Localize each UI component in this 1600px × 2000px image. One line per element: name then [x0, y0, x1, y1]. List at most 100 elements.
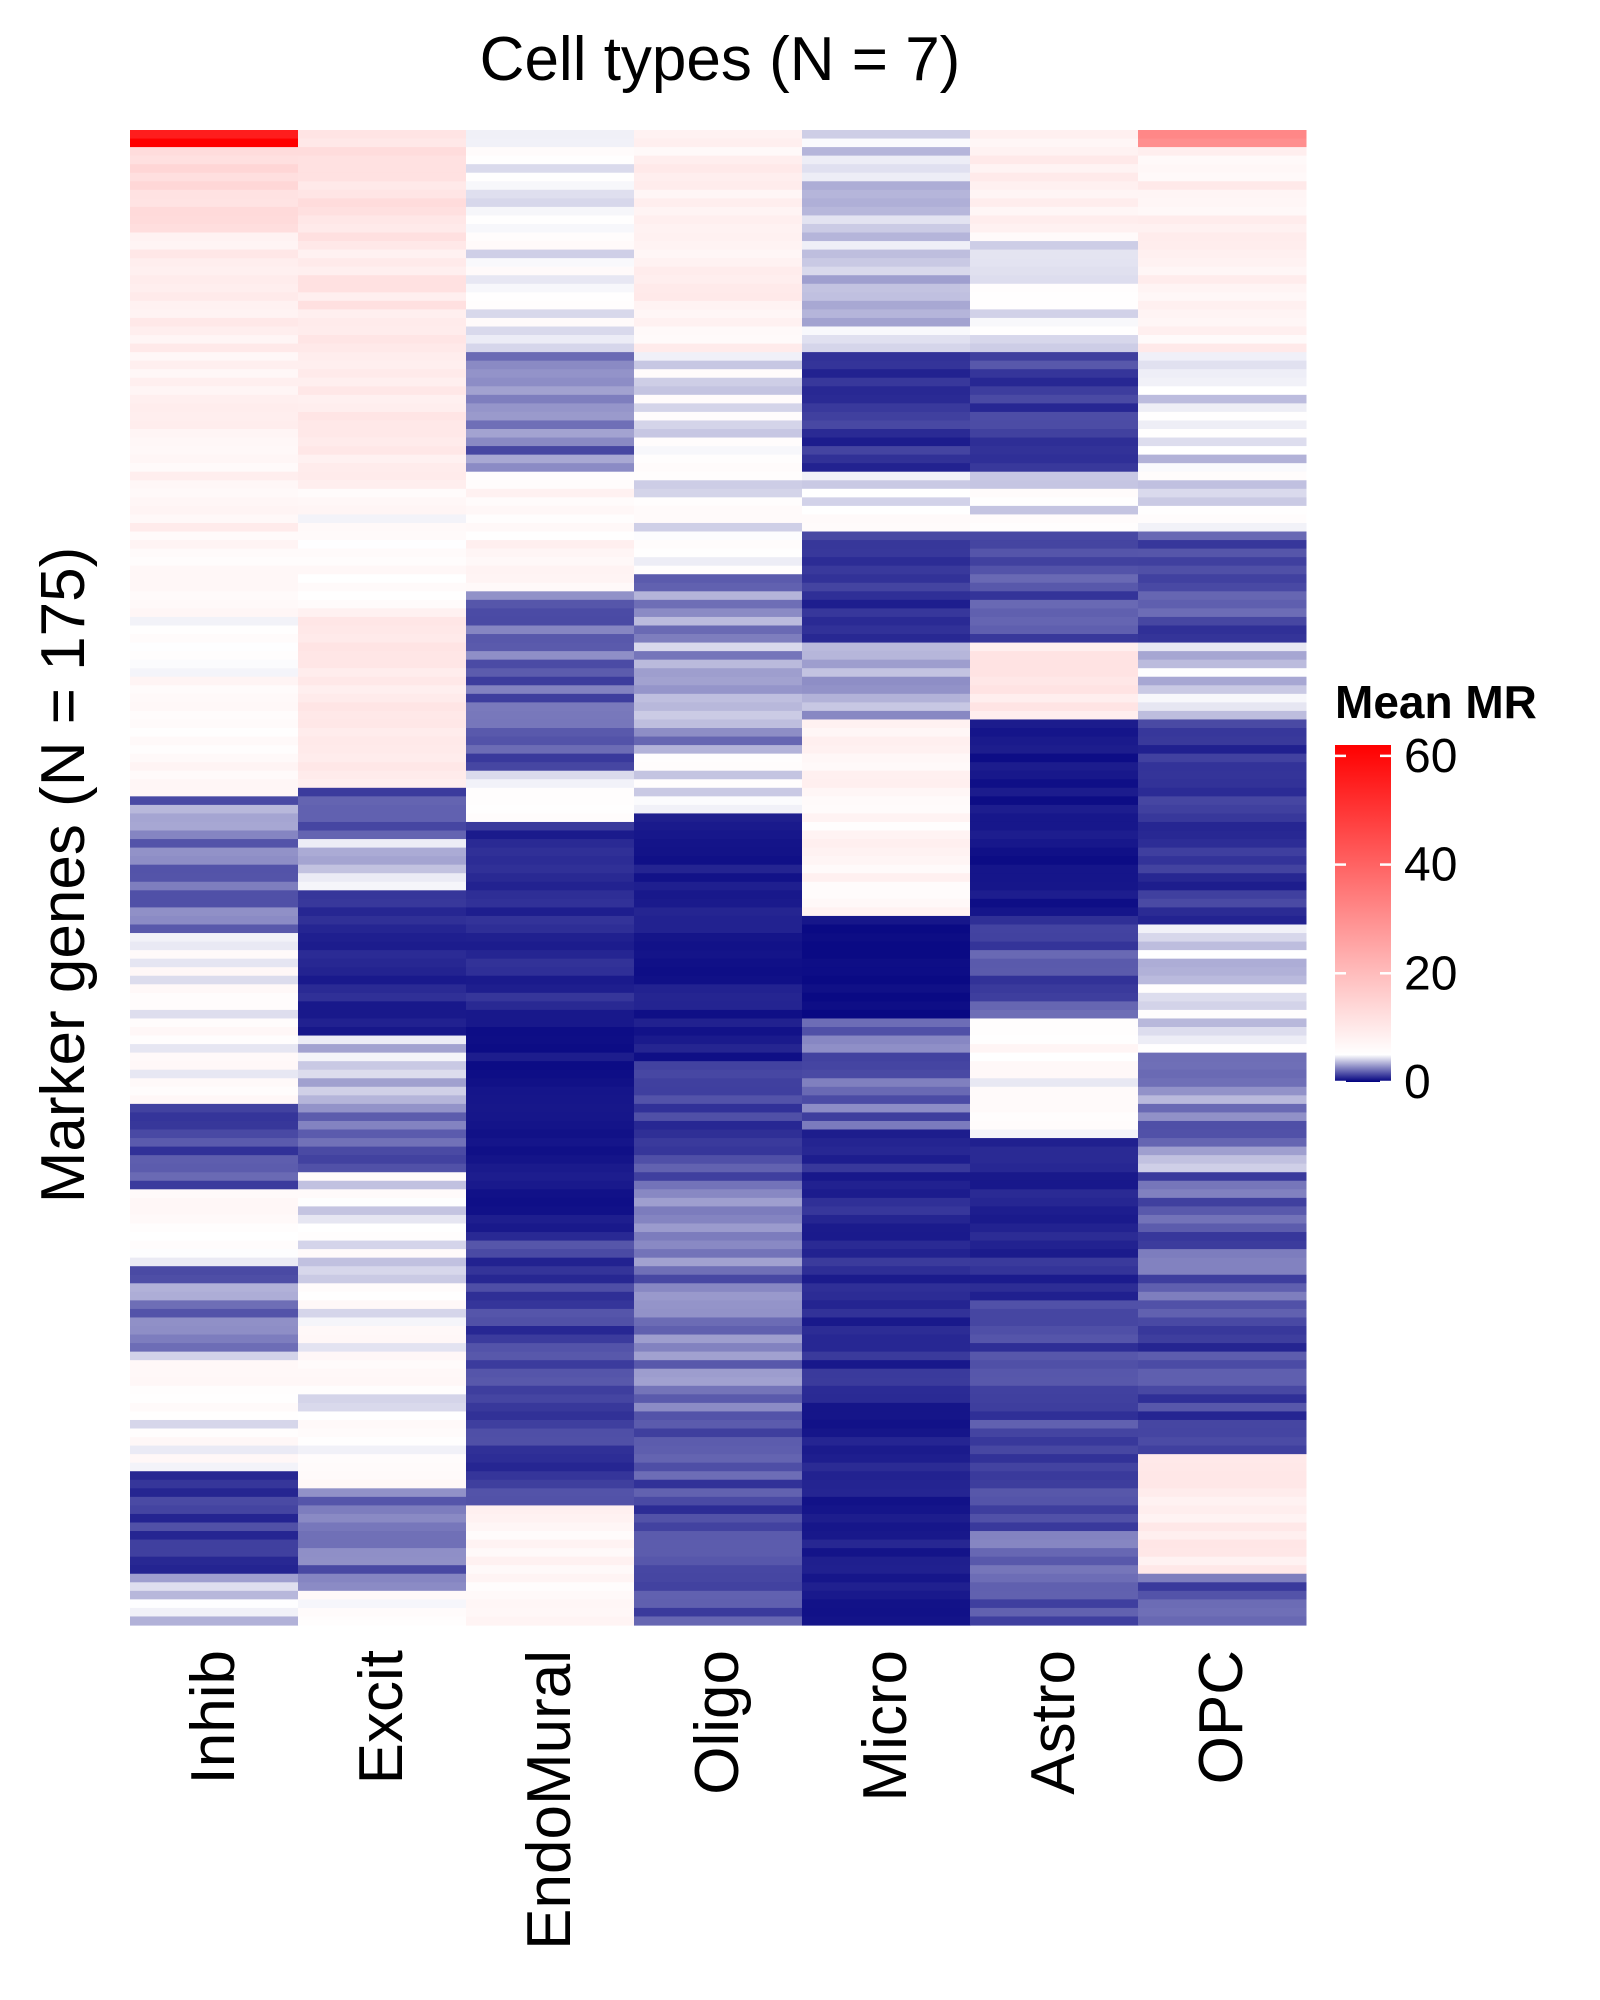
- heatmap-cell: [802, 1411, 971, 1421]
- heatmap-cell: [298, 540, 467, 550]
- heatmap-cell: [298, 599, 467, 609]
- heatmap-cell: [1138, 881, 1307, 891]
- heatmap-cell: [802, 386, 971, 396]
- heatmap-cell: [1138, 1018, 1307, 1028]
- heatmap-cell: [1138, 958, 1307, 968]
- heatmap-cell: [634, 651, 803, 661]
- heatmap-cell: [802, 1112, 971, 1122]
- heatmap-cell: [970, 1018, 1139, 1028]
- heatmap-cell: [970, 770, 1139, 780]
- heatmap-cell: [1138, 1351, 1307, 1361]
- heatmap-cell: [466, 1197, 635, 1207]
- heatmap-cell: [970, 1522, 1139, 1532]
- heatmap-cell: [298, 992, 467, 1002]
- heatmap-cell: [466, 275, 635, 285]
- heatmap-cell: [634, 975, 803, 985]
- heatmap-cell: [1138, 360, 1307, 370]
- heatmap-cell: [802, 1488, 971, 1498]
- heatmap-cell: [298, 531, 467, 541]
- heatmap-cell: [130, 1069, 299, 1079]
- heatmap-cell: [634, 1437, 803, 1447]
- heatmap-cell: [298, 463, 467, 473]
- heatmap-cell: [970, 488, 1139, 498]
- heatmap-cell: [466, 1513, 635, 1524]
- heatmap-cell: [802, 1018, 971, 1028]
- heatmap-cell: [1138, 258, 1307, 268]
- heatmap-cell: [802, 1437, 971, 1447]
- heatmap-cell: [970, 787, 1139, 797]
- heatmap-cell: [802, 1214, 971, 1225]
- heatmap-cell: [298, 480, 467, 490]
- heatmap-cell: [970, 1590, 1139, 1600]
- heatmap-cell: [130, 454, 299, 464]
- heatmap-cell: [298, 1402, 467, 1413]
- heatmap-cell: [802, 975, 971, 985]
- heatmap-cell: [130, 984, 299, 994]
- heatmap-cell: [298, 821, 467, 832]
- heatmap-cell: [466, 1044, 635, 1054]
- heatmap-cell: [634, 582, 803, 592]
- heatmap-cell: [970, 446, 1139, 456]
- heatmap-cell: [970, 241, 1139, 251]
- heatmap-cell: [298, 762, 467, 772]
- heatmap-cell: [298, 147, 467, 157]
- heatmap-cell: [970, 719, 1139, 729]
- heatmap-cell: [802, 693, 971, 703]
- heatmap-cell: [802, 223, 971, 234]
- heatmap-cell: [802, 309, 971, 319]
- heatmap-cell: [634, 1103, 803, 1114]
- heatmap-cell: [970, 693, 1139, 703]
- heatmap-cell: [634, 394, 803, 404]
- heatmap-cell: [634, 147, 803, 157]
- heatmap-cell: [802, 292, 971, 302]
- heatmap-cell: [1138, 1266, 1307, 1276]
- heatmap-cell: [1138, 386, 1307, 396]
- heatmap-cell: [298, 1283, 467, 1293]
- heatmap-cell: [298, 403, 467, 413]
- heatmap-cell: [802, 377, 971, 387]
- heatmap-cell: [466, 1471, 635, 1481]
- heatmap-cell: [298, 343, 467, 353]
- heatmap-cell: [970, 1035, 1139, 1045]
- heatmap-cell: [802, 1266, 971, 1276]
- heatmap-cell: [298, 1095, 467, 1105]
- heatmap-cell: [466, 266, 635, 276]
- heatmap-cell: [1138, 1513, 1307, 1524]
- heatmap-cell: [634, 326, 803, 336]
- heatmap-cell: [802, 907, 971, 917]
- heatmap-cell: [970, 1069, 1139, 1079]
- heatmap-cell: [802, 1505, 971, 1515]
- heatmap-cell: [130, 856, 299, 866]
- heatmap-cell: [634, 728, 803, 738]
- heatmap-cell: [802, 634, 971, 644]
- heatmap-cell: [466, 787, 635, 797]
- heatmap-cell: [466, 651, 635, 661]
- heatmap-cell: [970, 975, 1139, 985]
- heatmap-cell: [130, 676, 299, 686]
- heatmap-cell: [634, 1308, 803, 1319]
- heatmap-cell: [802, 206, 971, 217]
- heatmap-cell: [466, 685, 635, 695]
- heatmap-cell: [634, 1402, 803, 1413]
- heatmap-cell: [970, 591, 1139, 601]
- heatmap-cell: [970, 147, 1139, 157]
- heatmap-cell: [130, 728, 299, 738]
- heatmap-cell: [466, 582, 635, 592]
- heatmap-cell: [1138, 1069, 1307, 1079]
- heatmap-cell: [466, 804, 635, 815]
- heatmap-cell: [802, 1052, 971, 1062]
- heatmap-cell: [802, 659, 971, 669]
- heatmap-cell: [298, 1035, 467, 1045]
- heatmap-cell: [1138, 1368, 1307, 1378]
- heatmap-cell: [802, 582, 971, 592]
- heatmap-cell: [130, 241, 299, 251]
- heatmap-cell: [130, 1206, 299, 1216]
- heatmap-cell: [466, 1214, 635, 1225]
- heatmap-cell: [298, 770, 467, 780]
- heatmap-cell: [130, 1240, 299, 1250]
- heatmap-cell: [634, 625, 803, 635]
- heatmap-cell: [130, 548, 299, 558]
- heatmap-cell: [1138, 1599, 1307, 1609]
- heatmap-cell: [466, 1454, 635, 1464]
- heatmap-cell: [802, 668, 971, 678]
